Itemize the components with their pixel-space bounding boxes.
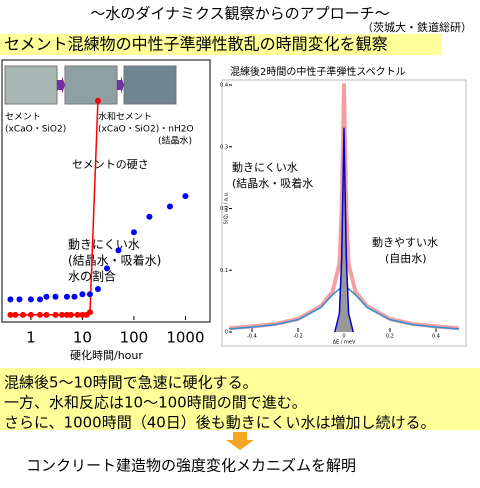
x-tick-label: 1000 bbox=[166, 329, 204, 347]
data-point bbox=[52, 293, 59, 300]
findings-box bbox=[0, 368, 480, 430]
data-point bbox=[36, 296, 43, 303]
data-point bbox=[36, 311, 43, 318]
y-tick-label: 0.2 bbox=[220, 206, 228, 212]
data-point bbox=[71, 293, 78, 300]
x-axis-label: ΔE / meV bbox=[333, 340, 356, 346]
data-point bbox=[58, 311, 65, 318]
chart-title: 混練後2時間の中性子準弾性スペクトル bbox=[230, 65, 406, 78]
data-point bbox=[27, 296, 34, 303]
data-point bbox=[43, 293, 50, 300]
annotation: 動きにくい水 bbox=[68, 238, 140, 252]
arrow bbox=[57, 76, 65, 94]
series-line bbox=[334, 127, 354, 333]
data-point bbox=[74, 311, 81, 318]
data-point bbox=[130, 229, 137, 236]
y-axis-label: S(Q, ω) / a.u. bbox=[224, 191, 230, 224]
y-tick-label: 0.3 bbox=[220, 144, 228, 150]
down-arrow bbox=[226, 432, 254, 450]
cement-photo bbox=[64, 65, 118, 105]
arrow bbox=[117, 76, 124, 94]
x-tick-label: 1 bbox=[26, 329, 36, 347]
annotation: (結晶水) bbox=[158, 135, 192, 147]
subtitle: ～水のダイナミクス観察からのアプローチ～ bbox=[90, 5, 389, 23]
data-point bbox=[94, 97, 101, 104]
annotation: (xCaO・SiO2) bbox=[5, 125, 66, 135]
annotation: (結晶水・吸着水 bbox=[232, 176, 313, 190]
data-point bbox=[7, 311, 14, 318]
annotation: 動きにくい水 bbox=[232, 160, 298, 174]
affiliation: （茨城大・鉄道総研） bbox=[362, 20, 472, 34]
x-tick-label: 0.2 bbox=[386, 334, 394, 340]
y-tick-label: 0.4 bbox=[220, 83, 228, 89]
cement-photo bbox=[4, 65, 58, 105]
y-tick-label: 0 bbox=[225, 330, 228, 336]
data-point bbox=[86, 309, 93, 316]
data-point bbox=[52, 311, 59, 318]
finding: さらに、1000時間（40日）後も動きにくい水は増加し続ける。 bbox=[4, 414, 436, 432]
data-point bbox=[146, 213, 153, 220]
finding: 混練後5～10時間で急速に硬化する。 bbox=[4, 374, 258, 392]
annotation: (xCaO・SiO2)・nH2O bbox=[98, 125, 194, 135]
data-point bbox=[16, 296, 23, 303]
data-point bbox=[182, 193, 189, 200]
data-point bbox=[43, 311, 50, 318]
x-tick-label: 10 bbox=[73, 329, 92, 347]
conclusion: コンクリート建造物の強度変化メカニズムを解明 bbox=[26, 457, 356, 475]
annotation: (自由水) bbox=[385, 251, 427, 265]
data-point bbox=[94, 286, 101, 293]
data-point bbox=[104, 265, 110, 272]
data-point bbox=[19, 311, 26, 318]
annotation: セメント bbox=[5, 112, 41, 123]
y-tick-label: 0.1 bbox=[220, 268, 228, 274]
data-point bbox=[79, 291, 86, 298]
x-axis-label: 硬化時間/hour bbox=[70, 348, 143, 362]
data-point bbox=[12, 311, 19, 318]
annotation: 水和セメント bbox=[98, 111, 152, 123]
finding: 一方、水和反応は10～100時間の間で進む。 bbox=[4, 394, 307, 412]
data-point bbox=[27, 311, 34, 318]
section-title: セメント混練物の中性子準弾性散乱の時間変化を観察 bbox=[4, 35, 388, 54]
section-bar bbox=[0, 34, 442, 55]
data-point bbox=[166, 203, 173, 210]
x-tick-label: -0.2 bbox=[293, 334, 303, 340]
annotation: セメントの硬さ bbox=[72, 158, 149, 171]
data-point bbox=[68, 311, 75, 318]
data-point bbox=[7, 296, 14, 303]
data-point bbox=[86, 291, 93, 298]
x-tick-label: 100 bbox=[120, 329, 149, 347]
data-point bbox=[63, 293, 70, 300]
x-tick-label: -0.4 bbox=[247, 334, 257, 340]
area bbox=[334, 128, 354, 332]
annotation: (結晶水・吸着水) bbox=[68, 253, 161, 268]
data-point bbox=[115, 247, 122, 254]
cement-photo bbox=[123, 65, 177, 105]
x-tick-label: 0 bbox=[342, 334, 345, 340]
annotation: 動きやすい水 bbox=[372, 235, 438, 249]
x-tick-label: 0.4 bbox=[432, 334, 440, 340]
